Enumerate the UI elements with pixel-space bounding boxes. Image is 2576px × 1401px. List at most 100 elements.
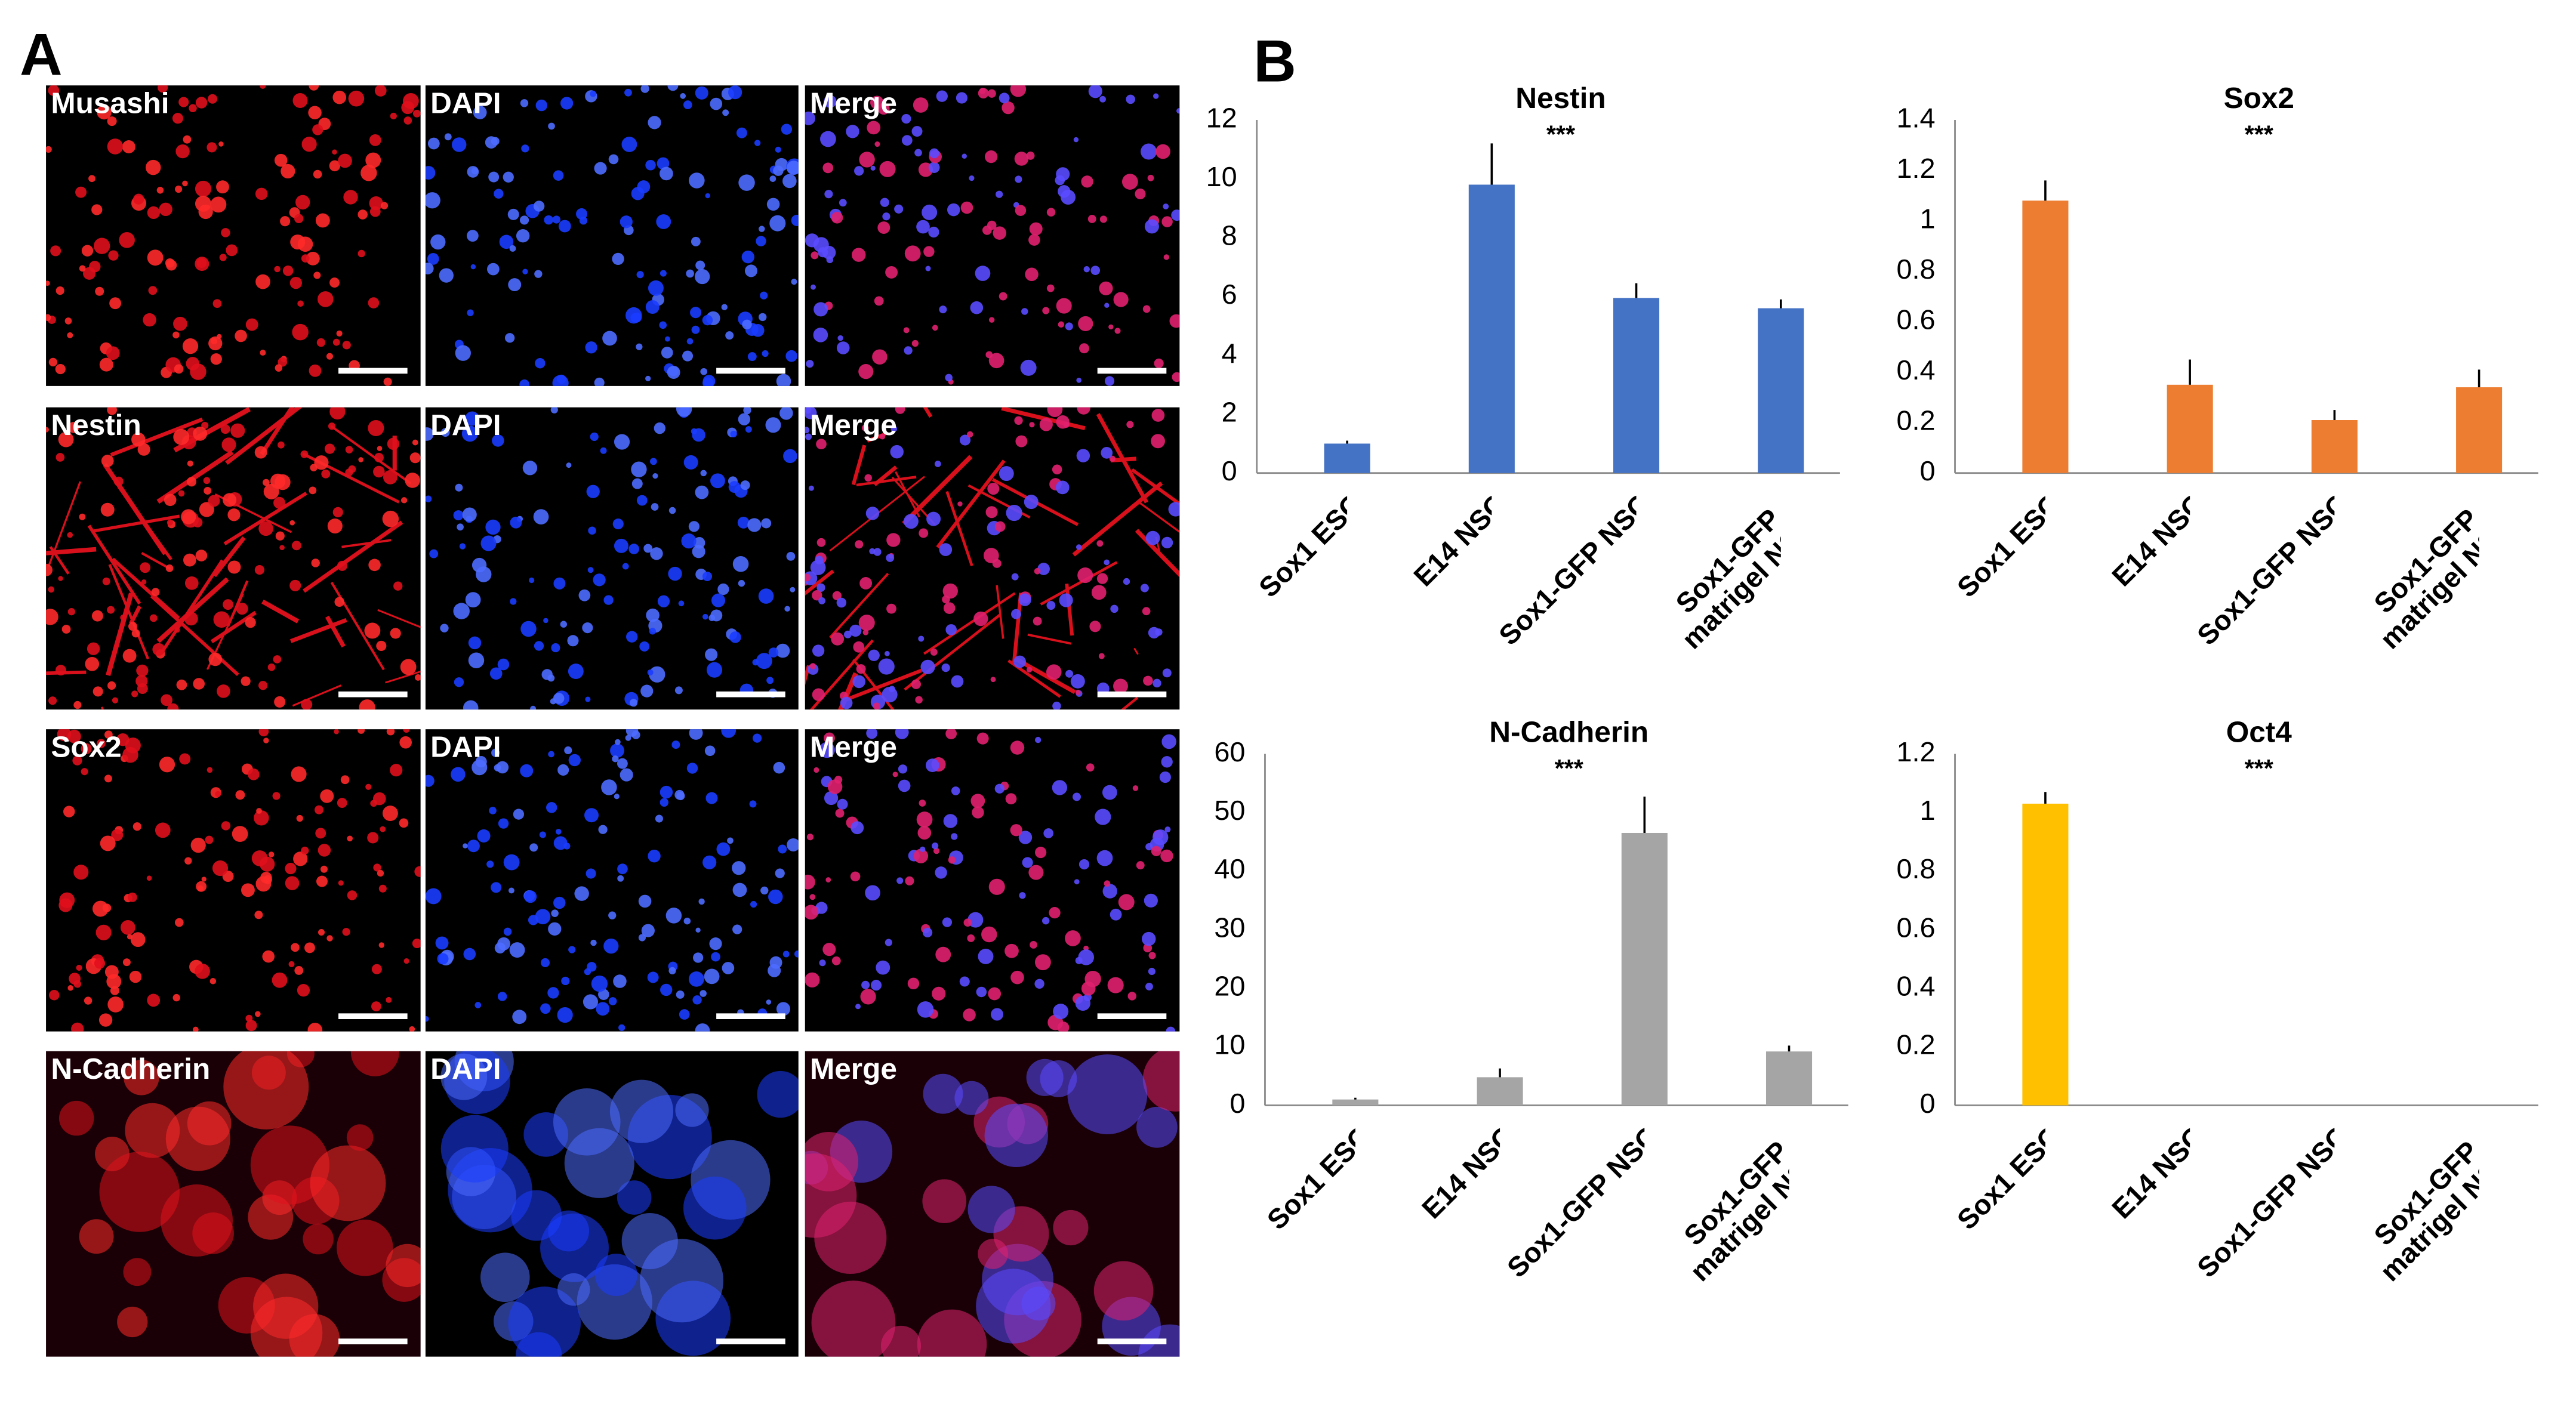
image-label: DAPI <box>430 730 501 763</box>
cell <box>985 506 998 519</box>
cell <box>822 162 834 174</box>
cell <box>48 586 55 593</box>
cell <box>309 364 322 377</box>
micrograph: DAPI <box>425 407 799 710</box>
cell <box>546 802 557 813</box>
cell <box>174 918 184 927</box>
image-label: Merge <box>810 87 897 119</box>
cell <box>818 597 826 604</box>
cell <box>201 877 207 882</box>
cell <box>383 377 392 386</box>
cell <box>1063 421 1070 428</box>
cell <box>84 996 93 1005</box>
fiber <box>261 599 300 624</box>
cell <box>810 560 826 575</box>
cell <box>1096 573 1108 584</box>
cell <box>203 477 211 485</box>
cell <box>728 85 742 100</box>
cell <box>524 890 537 903</box>
fiber <box>129 605 142 625</box>
cell <box>107 681 116 690</box>
cell <box>205 835 214 844</box>
cell <box>962 153 967 159</box>
cell <box>918 635 925 642</box>
cell <box>332 338 340 346</box>
cell <box>903 327 910 334</box>
cell <box>668 566 682 581</box>
cell <box>88 175 95 183</box>
cell <box>175 185 183 193</box>
cell <box>189 104 197 113</box>
cell <box>885 266 898 279</box>
cell <box>187 460 193 467</box>
cell <box>272 972 288 988</box>
cell <box>57 729 72 742</box>
cell <box>120 614 127 621</box>
cell <box>468 636 482 650</box>
cell <box>221 821 231 831</box>
cell <box>175 144 190 159</box>
fiber <box>141 552 171 570</box>
scale-bar <box>716 1338 785 1344</box>
micrograph: DAPI <box>425 1051 799 1357</box>
cell <box>766 999 772 1005</box>
cell <box>825 877 831 882</box>
cell <box>901 135 913 146</box>
cell <box>112 697 119 703</box>
cell <box>806 834 814 841</box>
cell <box>235 329 247 342</box>
cell <box>564 746 572 754</box>
y-tick-label: 0.2 <box>1896 1029 1935 1060</box>
cell <box>313 169 322 179</box>
cell <box>131 629 140 638</box>
cell <box>49 990 60 1001</box>
cell <box>316 875 328 887</box>
cell <box>182 180 188 187</box>
y-tick-label: 10 <box>1206 161 1237 192</box>
cell <box>686 338 694 345</box>
cell <box>978 88 989 99</box>
cell <box>186 477 197 487</box>
cell <box>241 676 251 686</box>
cell <box>914 149 922 157</box>
cell <box>440 624 449 632</box>
bar <box>2311 420 2358 473</box>
cell <box>854 166 864 176</box>
cell <box>737 516 750 529</box>
cell <box>579 216 588 225</box>
cell <box>535 99 548 112</box>
cell <box>584 808 599 823</box>
cells <box>805 85 1180 386</box>
cell <box>640 684 654 698</box>
cell <box>551 643 560 653</box>
cell <box>1037 563 1050 575</box>
cell <box>1029 422 1035 428</box>
cell <box>1079 343 1089 354</box>
cell <box>64 317 72 325</box>
cell <box>1065 930 1081 946</box>
cell <box>956 92 967 104</box>
cell <box>650 547 663 560</box>
cell <box>364 622 381 639</box>
fiber <box>1065 584 1074 636</box>
cell <box>762 350 769 357</box>
cell <box>705 792 718 804</box>
bar <box>1758 308 1804 473</box>
cell <box>1142 931 1156 946</box>
cell <box>970 794 985 808</box>
cell <box>368 558 381 572</box>
fiber <box>150 594 239 677</box>
cell <box>850 871 861 882</box>
cell <box>553 170 564 181</box>
micrograph: Nestin <box>46 407 421 710</box>
cell <box>738 580 745 587</box>
cell <box>1059 593 1073 607</box>
cell <box>1123 578 1130 585</box>
cell <box>131 432 146 447</box>
cell <box>683 455 698 470</box>
cell <box>248 1194 294 1240</box>
cell <box>954 1081 989 1115</box>
cell <box>312 124 323 135</box>
cell <box>315 213 330 228</box>
cell <box>254 911 263 919</box>
